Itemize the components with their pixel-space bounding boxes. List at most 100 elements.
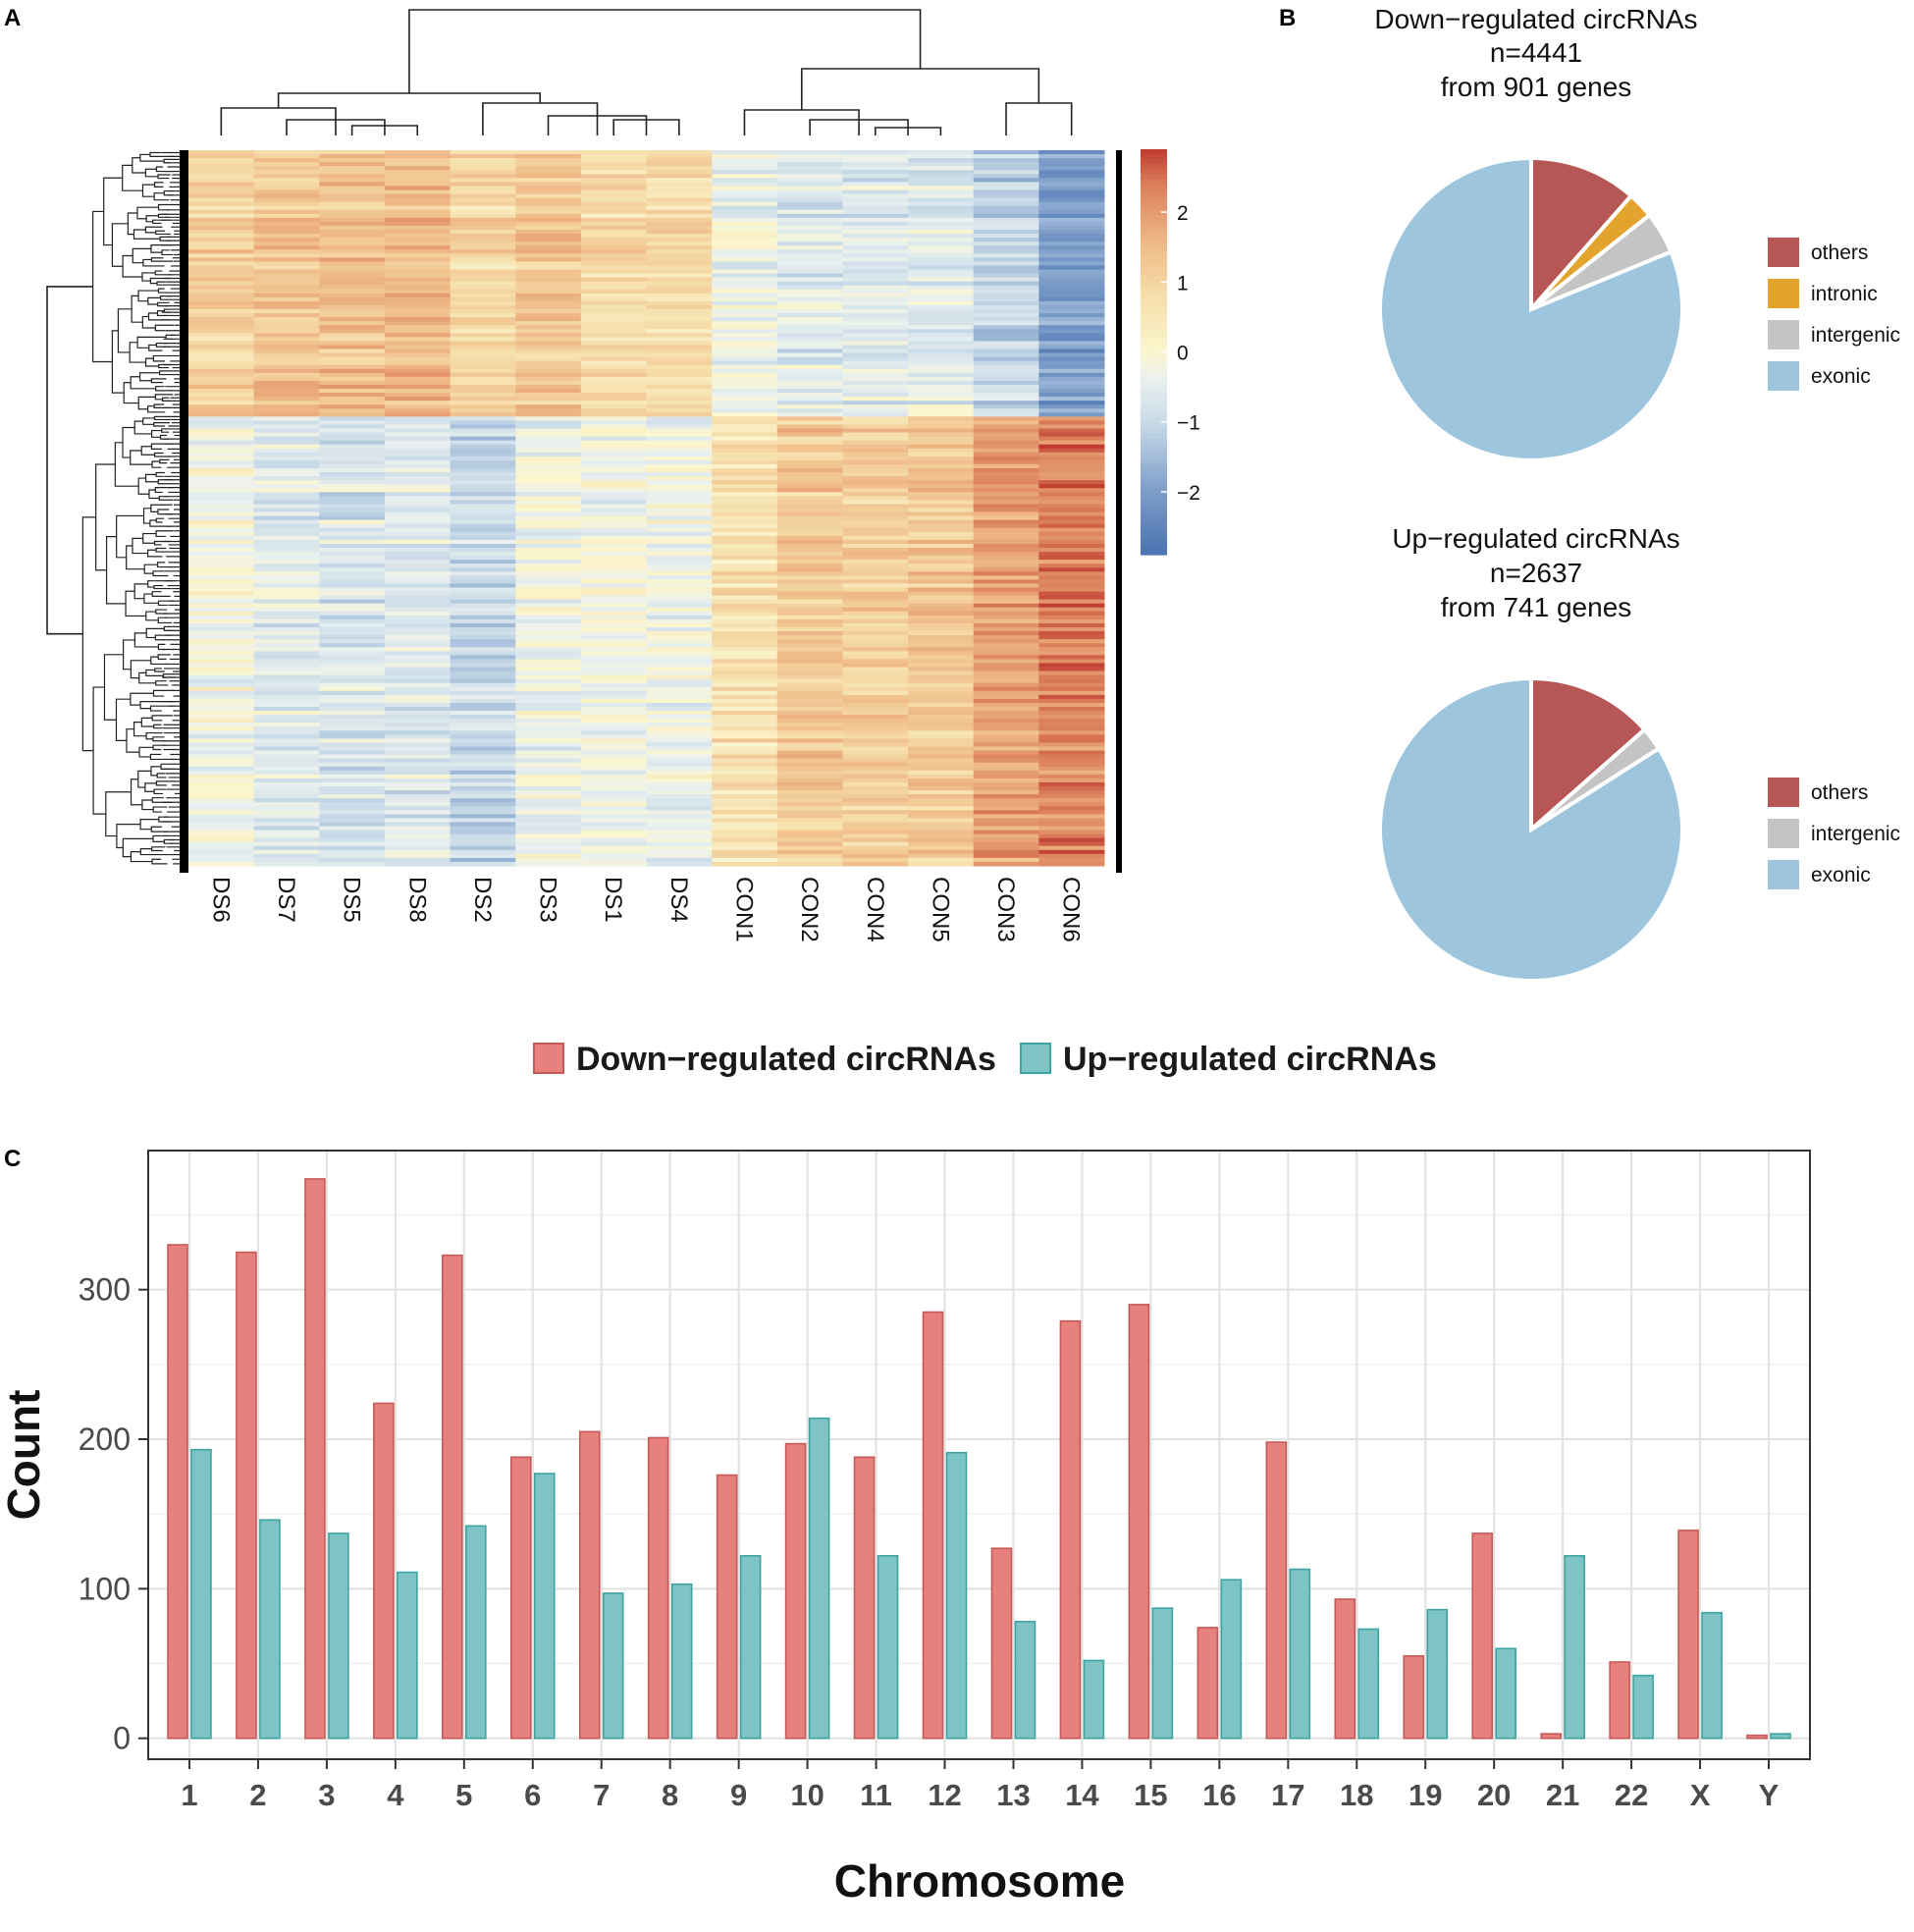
heatmap-cell <box>842 806 909 811</box>
heatmap-cell <box>515 452 582 457</box>
heatmap-cell <box>188 603 255 609</box>
heatmap-cell <box>712 189 778 195</box>
heatmap-cell <box>515 698 582 704</box>
heatmap-cell <box>1038 770 1105 776</box>
heatmap-cell <box>908 352 975 358</box>
heatmap-cell <box>515 428 582 434</box>
heatmap-cell <box>319 424 386 429</box>
heatmap-cell <box>253 380 320 386</box>
heatmap-cell <box>253 627 320 632</box>
heatmap-cell <box>842 611 909 617</box>
heatmap-cell <box>712 253 778 258</box>
heatmap-cell <box>908 730 975 735</box>
heatmap-cell <box>908 230 975 235</box>
heatmap-cell <box>908 412 975 417</box>
heatmap-cell <box>515 325 582 330</box>
heatmap-cell <box>973 814 1039 819</box>
dendrogram-link <box>155 780 175 786</box>
heatmap-cell <box>1038 440 1105 446</box>
heatmap-cell <box>384 845 452 851</box>
heatmap-cell <box>842 794 909 799</box>
heatmap-cell <box>450 440 516 446</box>
heatmap-cell <box>384 723 452 727</box>
colorbar-segment <box>1141 245 1167 251</box>
heatmap-cell <box>842 715 909 720</box>
heatmap-cell <box>450 452 516 457</box>
heatmap-cell <box>842 508 909 513</box>
heatmap-cell <box>908 444 975 450</box>
heatmap-cell <box>776 715 843 720</box>
heatmap-cell <box>450 261 516 266</box>
dendrogram-link <box>163 308 172 313</box>
heatmap-cell <box>188 798 255 803</box>
heatmap-cell <box>188 515 255 521</box>
heatmap-cell <box>515 380 582 386</box>
colorbar-segment <box>1141 539 1167 546</box>
x-tick-label: 18 <box>1340 1778 1373 1812</box>
heatmap-cell <box>842 781 909 787</box>
heatmap-cell <box>646 742 713 747</box>
heatmap-cell <box>188 444 255 450</box>
dendrogram-link <box>144 226 163 234</box>
heatmap-cell <box>188 238 255 242</box>
heatmap-cell <box>580 368 647 374</box>
heatmap-column-label: DS8 <box>403 877 430 923</box>
heatmap-cell <box>908 686 975 692</box>
heatmap-cell <box>319 459 386 465</box>
heatmap-cell <box>319 384 386 390</box>
heatmap-cell <box>712 615 778 620</box>
heatmap-cell <box>253 702 320 708</box>
heatmap-cell <box>319 300 386 306</box>
heatmap-cell <box>580 575 647 580</box>
heatmap-cell <box>712 833 778 839</box>
heatmap-cell <box>712 170 778 175</box>
heatmap-cell <box>973 424 1039 429</box>
heatmap-cell <box>1038 444 1105 450</box>
heatmap-cell <box>712 201 778 207</box>
heatmap-cell <box>973 726 1039 731</box>
heatmap-cell <box>1038 317 1105 322</box>
heatmap-cell <box>253 428 320 434</box>
heatmap-cell <box>712 548 778 553</box>
heatmap-cell <box>515 810 582 815</box>
heatmap-cell <box>776 150 843 155</box>
heatmap-cell <box>319 504 386 509</box>
heatmap-cell <box>973 622 1039 628</box>
heatmap-cell <box>319 182 386 187</box>
heatmap-cell <box>515 249 582 254</box>
heatmap-cell <box>253 213 320 219</box>
heatmap-cell <box>580 253 647 258</box>
colorbar-segment <box>1141 347 1167 353</box>
heatmap-cell <box>712 523 778 529</box>
dendrogram-link <box>141 184 155 197</box>
heatmap-cell <box>253 631 320 636</box>
dendrogram-link <box>133 229 161 240</box>
bar-marks <box>167 1178 1791 1740</box>
colorbar-segment <box>1141 407 1167 414</box>
heatmap-cell <box>1038 587 1105 593</box>
heatmap-cell <box>712 376 778 382</box>
heatmap-cell <box>450 309 516 314</box>
heatmap-cell <box>973 273 1039 279</box>
heatmap-cell <box>1038 174 1105 179</box>
heatmap-cell <box>450 659 516 664</box>
heatmap-cell <box>776 511 843 517</box>
heatmap-cell <box>973 543 1039 549</box>
heatmap-cell <box>1038 456 1105 461</box>
heatmap-cell <box>450 380 516 386</box>
heatmap-cell <box>580 531 647 537</box>
heatmap-cell <box>842 401 909 405</box>
heatmap-cell <box>1038 655 1105 660</box>
heatmap-cell <box>580 186 647 190</box>
heatmap-cell <box>580 523 647 529</box>
heatmap-cell <box>646 420 713 425</box>
heatmap-cell <box>384 651 452 656</box>
heatmap-cell <box>450 802 516 807</box>
heatmap-cell <box>515 707 582 712</box>
heatmap-cell <box>776 643 843 648</box>
heatmap-cell <box>253 575 320 580</box>
heatmap-cell <box>188 468 255 473</box>
heatmap-cell <box>580 508 647 513</box>
heatmap-cell <box>842 393 909 398</box>
heatmap-cell <box>973 611 1039 617</box>
